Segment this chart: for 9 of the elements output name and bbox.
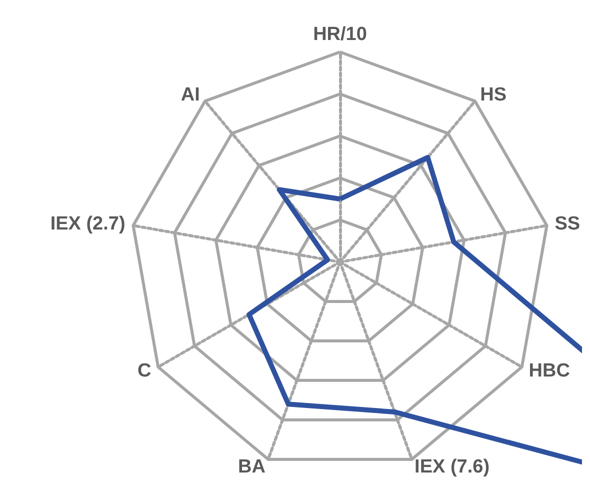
spoke-label: HS xyxy=(480,84,507,106)
spoke-label: BA xyxy=(238,456,266,478)
spoke-label: AI xyxy=(180,84,200,106)
spoke-label: IEX (7.6) xyxy=(414,456,490,478)
spoke-label: C xyxy=(137,360,152,382)
spoke-label: HBC xyxy=(528,360,570,382)
spoke-label: IEX (2.7) xyxy=(50,214,126,235)
spoke-label: HR/10 xyxy=(313,24,367,45)
spoke-label: SS xyxy=(554,214,580,235)
